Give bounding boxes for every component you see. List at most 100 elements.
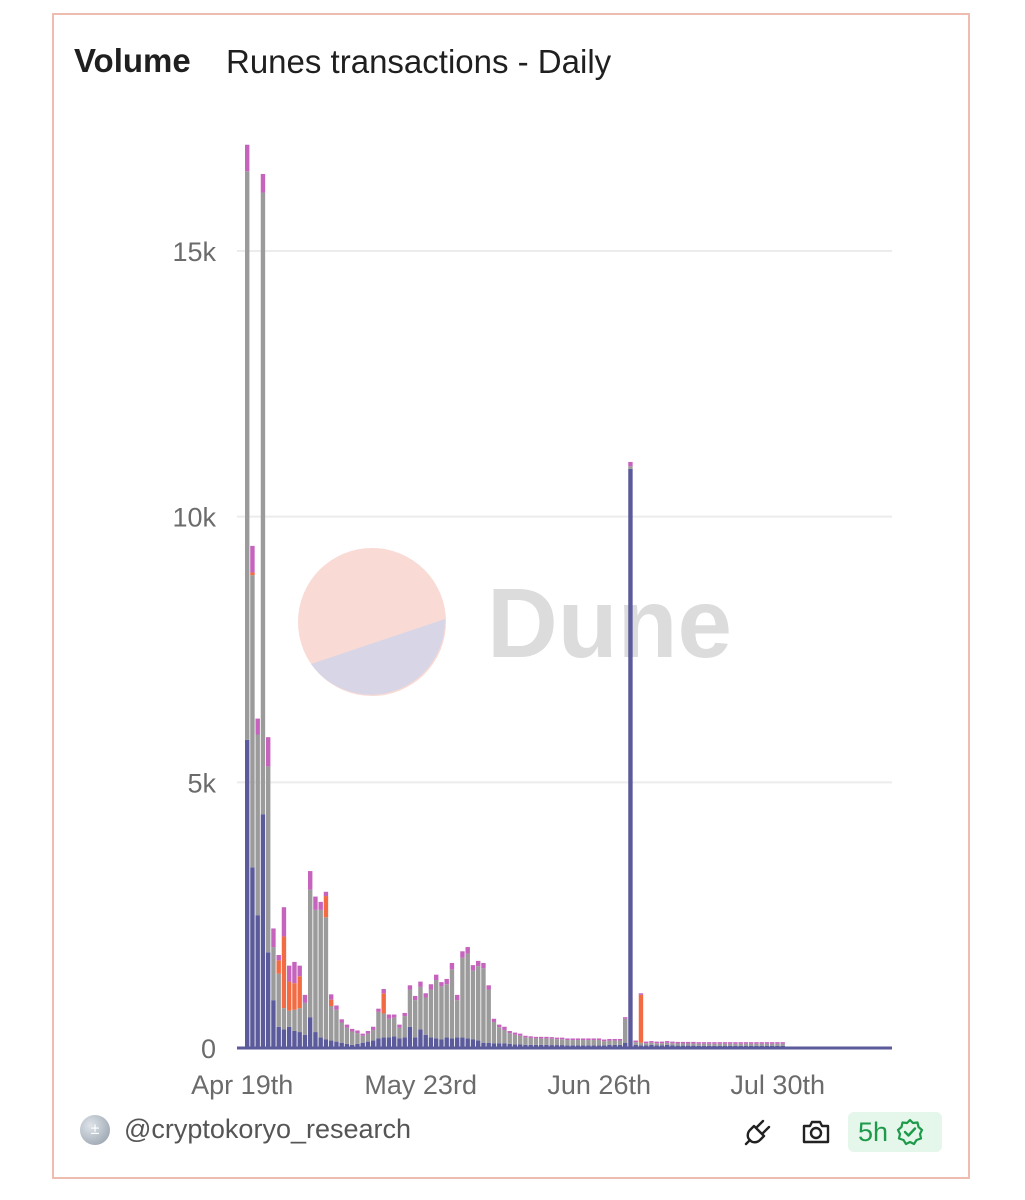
bar-segment-magenta	[770, 1042, 775, 1044]
bar-segment-gray	[554, 1039, 560, 1046]
x-tick-label: Apr 19th	[191, 1070, 293, 1100]
bar-segment-magenta	[764, 1042, 770, 1044]
bar-segment-purple	[418, 1029, 423, 1048]
bar-segment-gray	[371, 1029, 376, 1041]
bar-segment-gray	[381, 1013, 386, 1038]
bar-segment-magenta	[449, 962, 455, 970]
bar-series	[245, 144, 785, 1049]
bar-segment-magenta	[628, 461, 633, 467]
dune-watermark: Dune	[298, 548, 732, 696]
bar-segment-purple	[470, 1039, 476, 1048]
bar-segment-purple	[297, 1032, 302, 1048]
bar-segment-magenta	[738, 1042, 743, 1044]
bar-segment-magenta	[481, 962, 486, 969]
bar-segment-orange	[281, 936, 287, 1009]
bar-segment-gray	[376, 1011, 381, 1039]
bar-segment-gray	[623, 1018, 628, 1043]
bar-segment-purple	[344, 1043, 350, 1048]
bar-segment-gray	[512, 1034, 518, 1045]
bar-segment-gray	[460, 957, 465, 1038]
bar-segment-gray	[318, 909, 323, 1038]
bar-segment-gray	[602, 1041, 607, 1046]
camera-icon[interactable]	[800, 1118, 832, 1146]
bar-segment-gray	[770, 1043, 775, 1046]
bar-segment-orange	[287, 981, 292, 1011]
bar-segment-gray	[754, 1043, 759, 1046]
bar-segment-purple	[334, 1041, 339, 1048]
bar-segment-purple	[512, 1044, 518, 1048]
author[interactable]: ± @cryptokoryo_research	[80, 1114, 411, 1145]
bar-segment-gray	[449, 969, 455, 1039]
bar-segment-magenta	[260, 173, 266, 193]
bar-segment-gray	[728, 1043, 733, 1046]
bar-segment-gray	[455, 1000, 460, 1038]
bar-segment-magenta	[670, 1041, 675, 1044]
bar-segment-gray	[565, 1040, 570, 1046]
bar-segment-gray	[733, 1043, 738, 1046]
bar-segment-purple	[539, 1044, 544, 1048]
bar-segment-magenta	[465, 947, 470, 954]
bar-segment-purple	[371, 1040, 376, 1048]
bar-segment-gray	[397, 1027, 402, 1039]
bar-segment-magenta	[397, 1024, 402, 1028]
freshness-badge[interactable]: 5h	[848, 1112, 942, 1152]
bar-segment-gray	[539, 1038, 544, 1045]
bar-segment-purple	[266, 952, 271, 1048]
bar-segment-magenta	[302, 994, 308, 1003]
bar-segment-purple	[665, 1044, 670, 1048]
bar-segment-gray	[575, 1040, 581, 1046]
bar-segment-magenta	[554, 1037, 560, 1040]
bar-segment-gray	[518, 1035, 523, 1045]
bar-segment-magenta	[323, 891, 329, 897]
bar-segment-gray	[749, 1043, 754, 1046]
bar-segment-gray	[444, 984, 449, 1038]
bar-segment-magenta	[281, 907, 287, 937]
bar-segment-gray	[491, 1021, 497, 1044]
bar-segment-magenta	[612, 1038, 617, 1041]
bar-segment-purple	[476, 1040, 481, 1048]
bar-segment-gray	[523, 1037, 528, 1045]
bar-segment-magenta	[644, 1041, 649, 1044]
bar-segment-magenta	[245, 144, 250, 172]
bar-segment-purple	[381, 1037, 386, 1048]
bar-segment-magenta	[250, 545, 255, 573]
bar-segment-gray	[528, 1037, 533, 1045]
bar-segment-gray	[759, 1043, 764, 1046]
bar-segment-gray	[418, 986, 423, 1030]
bar-segment-magenta	[339, 1019, 344, 1023]
bar-segment-orange	[381, 993, 386, 1014]
bar-segment-gray	[313, 909, 318, 1033]
bar-segment-gray	[633, 1042, 638, 1045]
bar-segment-magenta	[255, 718, 260, 735]
plug-icon[interactable]	[743, 1117, 773, 1147]
bar-segment-magenta	[491, 1018, 497, 1022]
bar-segment-purple	[507, 1043, 512, 1048]
bar-segment-gray	[423, 997, 428, 1035]
bar-segment-magenta	[313, 896, 318, 910]
username[interactable]: @cryptokoryo_research	[124, 1114, 412, 1144]
bar-segment-magenta	[544, 1036, 549, 1039]
bar-segment-gray	[649, 1042, 654, 1045]
bar-segment-purple	[623, 1042, 628, 1048]
watermark-text: Dune	[487, 568, 732, 678]
bar-segment-purple	[245, 739, 250, 1048]
bar-segment-purple	[392, 1036, 397, 1048]
bar-segment-purple	[481, 1042, 486, 1048]
bar-segment-magenta	[423, 993, 428, 998]
bar-segment-magenta	[308, 871, 313, 890]
bar-segment-gray	[502, 1029, 507, 1044]
bar-segment-gray	[675, 1043, 680, 1046]
bar-segment-magenta	[696, 1042, 701, 1044]
bar-segment-magenta	[507, 1031, 512, 1034]
bar-segment-magenta	[365, 1031, 371, 1034]
bar-segment-gray	[638, 1042, 644, 1046]
bar-segment-gray	[392, 1017, 397, 1037]
bar-segment-gray	[350, 1031, 355, 1045]
gridlines	[237, 250, 892, 784]
bar-segment-magenta	[371, 1026, 376, 1030]
bar-segment-orange	[329, 999, 334, 1007]
bar-segment-purple	[355, 1043, 360, 1048]
bar-segment-gray	[386, 1018, 392, 1038]
bar-segment-magenta	[633, 1040, 638, 1043]
